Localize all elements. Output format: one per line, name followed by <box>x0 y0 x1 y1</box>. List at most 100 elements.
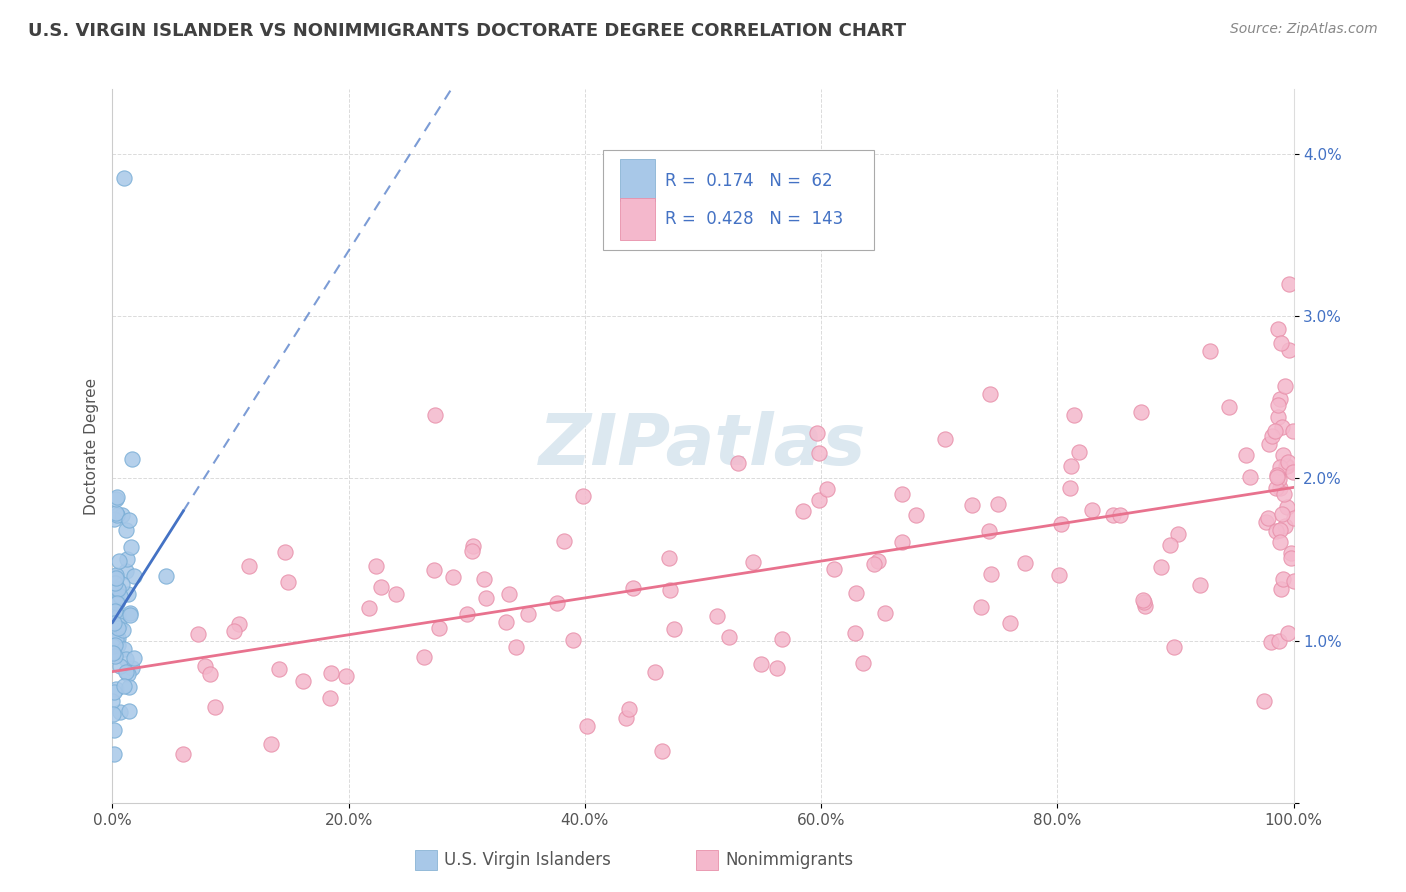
Point <box>105 568 128 582</box>
Point <box>118 606 141 620</box>
Point <box>1133 599 1156 614</box>
Point <box>815 482 838 496</box>
Point <box>823 562 845 576</box>
Point <box>1267 399 1289 413</box>
Point <box>1281 424 1303 438</box>
Point <box>122 568 145 582</box>
Point <box>117 587 139 601</box>
Point <box>962 498 984 512</box>
Point <box>103 512 125 526</box>
Point <box>1188 578 1211 592</box>
Point <box>118 704 141 718</box>
Point <box>1047 568 1070 582</box>
Point <box>852 656 875 670</box>
Point <box>104 639 127 653</box>
Point <box>1268 481 1291 495</box>
Point <box>1270 534 1292 549</box>
Point <box>117 513 139 527</box>
Point <box>1271 419 1294 434</box>
Point <box>866 554 889 568</box>
Text: Source: ZipAtlas.com: Source: ZipAtlas.com <box>1230 22 1378 37</box>
Point <box>658 551 681 566</box>
Point <box>1254 516 1277 530</box>
Point <box>122 650 145 665</box>
Point <box>807 492 830 507</box>
Point <box>1265 524 1288 538</box>
Point <box>1130 405 1153 419</box>
Point <box>505 640 527 654</box>
Point <box>998 616 1021 631</box>
Point <box>104 571 127 585</box>
Point <box>103 646 125 660</box>
Point <box>662 622 685 636</box>
Point <box>111 623 134 637</box>
Point <box>1281 465 1303 479</box>
Point <box>770 632 793 647</box>
Point <box>104 604 127 618</box>
Point <box>1267 472 1289 486</box>
Point <box>1069 445 1091 459</box>
Point <box>977 524 1000 539</box>
Point <box>105 508 128 522</box>
FancyBboxPatch shape <box>620 159 655 202</box>
Point <box>441 570 464 584</box>
Point <box>1274 487 1296 501</box>
Point <box>1265 470 1288 484</box>
Point <box>1132 593 1154 607</box>
Point <box>112 679 135 693</box>
Point <box>105 682 128 697</box>
Point <box>980 567 1002 582</box>
Point <box>108 659 131 673</box>
Point <box>103 747 125 761</box>
Point <box>1260 634 1282 648</box>
Point <box>1108 508 1130 522</box>
Point <box>1282 511 1305 525</box>
Point <box>115 665 138 679</box>
Point <box>115 552 138 566</box>
Point <box>105 506 128 520</box>
Point <box>107 554 129 568</box>
Point <box>291 674 314 689</box>
Point <box>384 587 406 601</box>
Point <box>706 609 728 624</box>
Point <box>115 564 138 578</box>
Point <box>553 534 575 549</box>
Point <box>718 631 741 645</box>
Point <box>108 705 131 719</box>
Point <box>1277 455 1299 469</box>
Point <box>766 661 789 675</box>
Point <box>1278 277 1301 291</box>
Point <box>110 589 132 603</box>
Point <box>1060 458 1083 473</box>
FancyBboxPatch shape <box>603 150 875 250</box>
Point <box>651 744 673 758</box>
Point <box>103 685 125 699</box>
Point <box>103 707 125 722</box>
Point <box>120 541 142 555</box>
Point <box>115 523 138 537</box>
Point <box>319 690 342 705</box>
Point <box>1268 633 1291 648</box>
Point <box>727 456 749 470</box>
Point <box>792 504 814 518</box>
Point <box>115 652 138 666</box>
Point <box>335 669 357 683</box>
Point <box>1272 449 1295 463</box>
Point <box>1063 409 1085 423</box>
Point <box>475 591 498 606</box>
Point <box>269 662 291 676</box>
Point <box>120 607 142 622</box>
Point <box>1150 559 1173 574</box>
Point <box>111 508 134 522</box>
Point <box>1059 481 1081 495</box>
Point <box>621 581 644 595</box>
Point <box>845 586 868 600</box>
Point <box>644 665 666 679</box>
Point <box>979 387 1001 401</box>
Point <box>103 615 125 630</box>
Point <box>104 593 127 607</box>
Point <box>107 609 129 624</box>
Point <box>1277 625 1299 640</box>
Point <box>808 446 831 460</box>
Point <box>112 642 135 657</box>
